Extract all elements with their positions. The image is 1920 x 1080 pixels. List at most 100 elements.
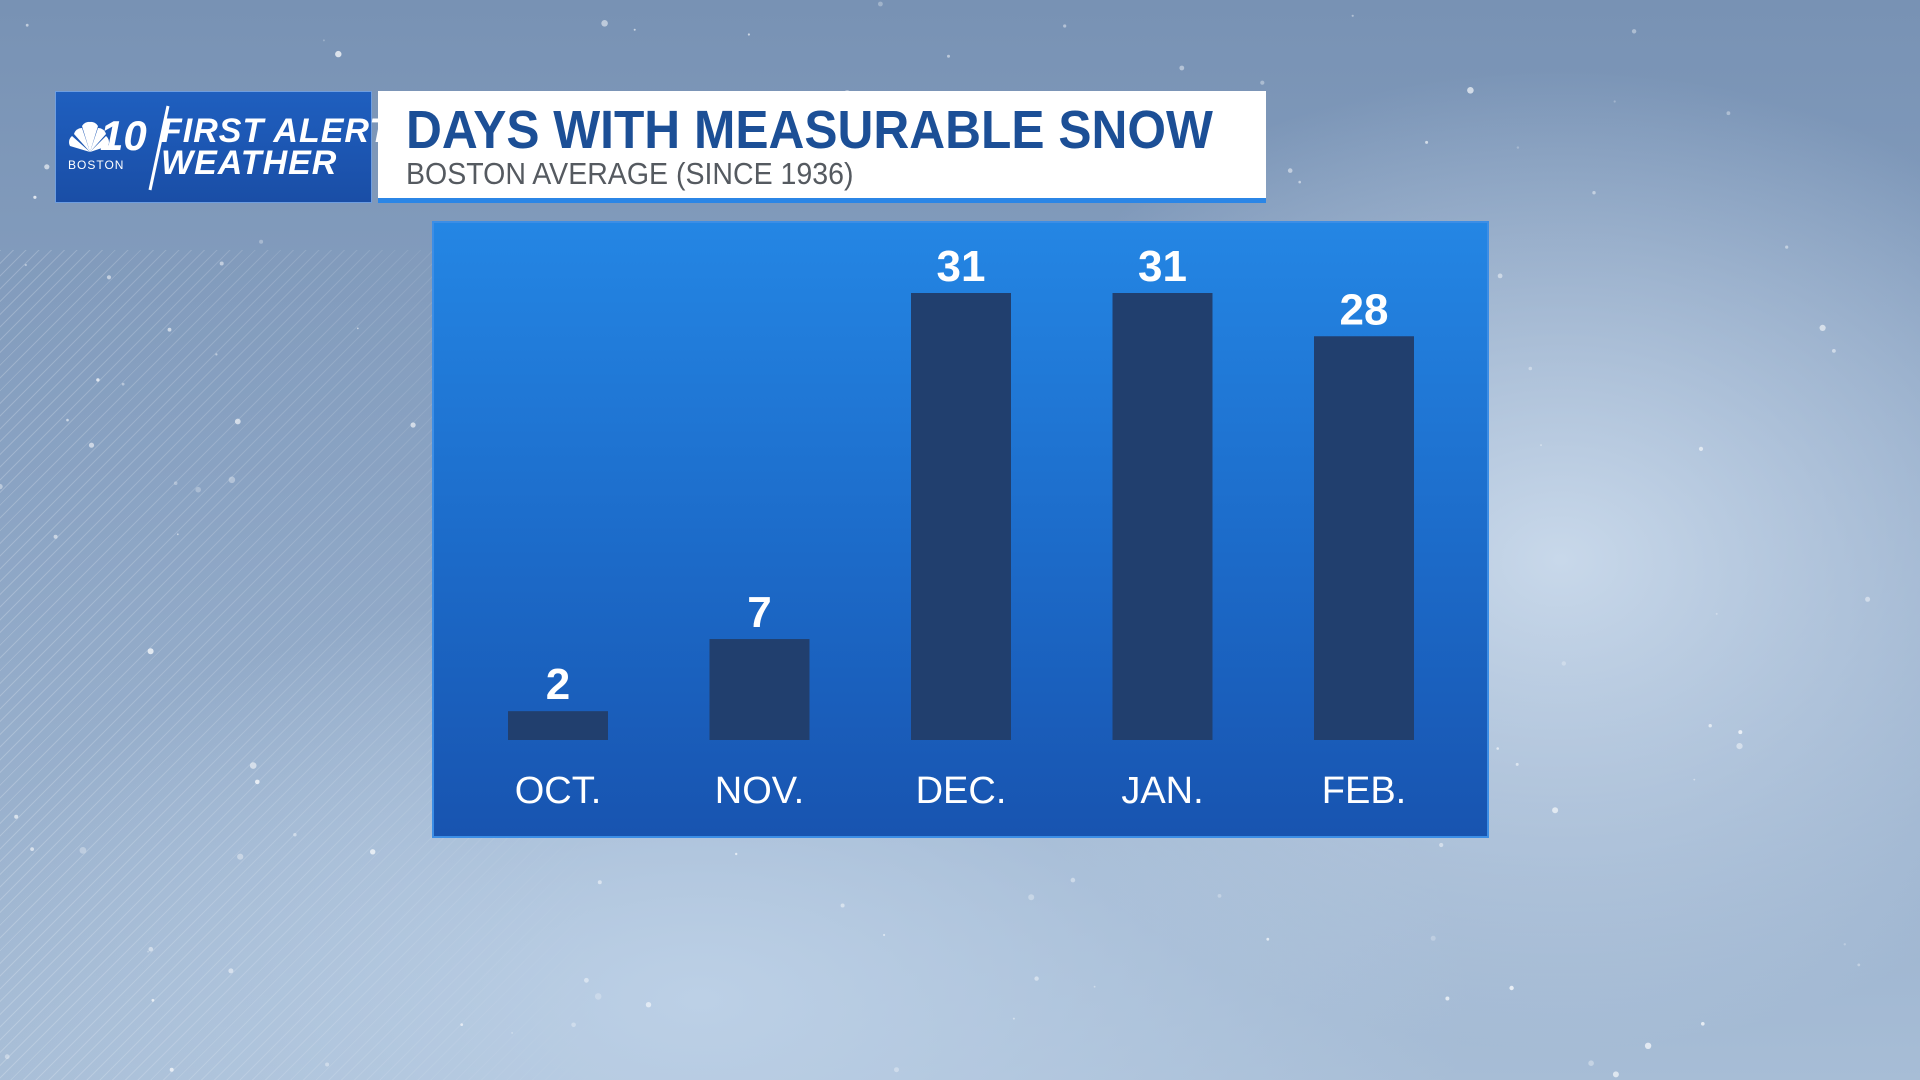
peacock-icon	[69, 121, 109, 152]
logo-divider-slash	[148, 105, 170, 191]
snowflake	[1693, 778, 1696, 781]
snowflake	[24, 263, 27, 267]
snowflake	[747, 33, 751, 36]
snowflake	[584, 977, 589, 983]
snowflake	[1430, 935, 1436, 941]
snowflake	[601, 20, 608, 27]
snowflake	[151, 998, 155, 1002]
snowflake	[1497, 273, 1503, 279]
snowflake	[254, 779, 260, 785]
snowflake	[370, 849, 376, 855]
snowflake	[228, 476, 236, 484]
snowflake	[511, 1032, 513, 1034]
snowflake	[1515, 762, 1519, 766]
snowflake	[1631, 29, 1637, 34]
snowflake	[1012, 1017, 1015, 1020]
snowflake	[1785, 245, 1789, 249]
snowflake	[356, 327, 359, 330]
snowflake	[259, 239, 264, 244]
x-tick-label: FEB.	[1322, 770, 1406, 812]
x-tick-label: DEC.	[916, 770, 1007, 812]
snowflake	[96, 378, 100, 382]
snowflake	[335, 50, 342, 58]
snowflake	[1509, 985, 1514, 991]
snowflake	[1217, 894, 1222, 898]
snowflake	[878, 1, 883, 7]
data-label: 7	[747, 588, 771, 637]
logo-city-label: BOSTON	[68, 158, 125, 172]
bar-nov	[709, 639, 810, 740]
snowflake	[645, 1002, 652, 1008]
snowflake	[1832, 349, 1836, 353]
snowflake	[1028, 894, 1035, 901]
snowflake	[1266, 937, 1270, 941]
snowflake	[249, 762, 257, 769]
snowflake	[0, 483, 3, 490]
snowflake	[1738, 730, 1743, 735]
snowflake	[410, 422, 416, 428]
snowflake	[53, 534, 58, 539]
snowflake	[883, 933, 886, 937]
snowflake	[325, 1062, 330, 1067]
snowflake	[148, 946, 154, 952]
snowflake	[840, 903, 845, 908]
snowflake	[147, 648, 154, 655]
snowflake	[25, 23, 29, 27]
snowflake	[1561, 661, 1567, 666]
snowflake	[14, 814, 19, 819]
snowflake	[195, 486, 201, 493]
x-tick-label: OCT.	[515, 770, 602, 812]
snowflake	[460, 1023, 464, 1026]
snowflake	[4, 1054, 10, 1060]
data-label: 31	[937, 242, 986, 291]
snowflake	[293, 833, 297, 837]
snowflake	[1179, 65, 1185, 71]
snowflake	[1351, 14, 1354, 17]
snowflake	[88, 442, 95, 448]
snowflake	[1588, 1060, 1594, 1066]
snowflake	[1552, 807, 1559, 814]
snowflake	[228, 968, 234, 974]
snowflake	[1843, 943, 1847, 946]
snowflake	[1644, 1042, 1652, 1050]
snowflake	[1540, 444, 1542, 447]
snowflake	[1613, 100, 1616, 103]
snowflake	[1865, 596, 1871, 602]
snowflake	[894, 1067, 899, 1073]
snowflake	[1496, 747, 1499, 750]
snowflake	[30, 847, 34, 851]
snowflake	[1528, 366, 1533, 371]
snowflake	[147, 950, 150, 953]
snowflake	[1819, 324, 1826, 331]
snowflake	[173, 481, 178, 486]
logo-line-weather: WEATHER	[161, 144, 338, 182]
snowflake	[1516, 146, 1520, 149]
snowflake	[106, 275, 112, 280]
snowflake	[121, 382, 125, 386]
snowflake	[169, 1067, 174, 1072]
snowflake	[237, 853, 244, 860]
x-tick-label: JAN.	[1121, 770, 1203, 812]
snowflake	[597, 880, 602, 885]
bar-jan	[1112, 293, 1213, 740]
snowflake	[1698, 446, 1704, 451]
snowflake	[1287, 168, 1293, 173]
title-banner: DAYS WITH MEASURABLE SNOW BOSTON AVERAGE…	[378, 91, 1266, 203]
snowflake	[1708, 724, 1712, 728]
snowflake	[571, 1022, 576, 1028]
data-label: 2	[546, 660, 570, 709]
snowflake	[1592, 191, 1596, 195]
snowflake	[594, 993, 602, 1000]
data-label: 28	[1340, 285, 1389, 334]
x-tick-label: NOV.	[715, 770, 804, 812]
snowflake	[1260, 80, 1265, 85]
snowflake	[1425, 140, 1429, 144]
snowflake	[633, 28, 636, 31]
data-label: 31	[1138, 242, 1187, 291]
logo-line-first-alert: FIRST ALERT	[161, 112, 392, 150]
snowflake	[176, 533, 179, 536]
snowflake	[1070, 877, 1076, 883]
snowflake	[33, 195, 37, 199]
snowflake	[1701, 1022, 1705, 1026]
